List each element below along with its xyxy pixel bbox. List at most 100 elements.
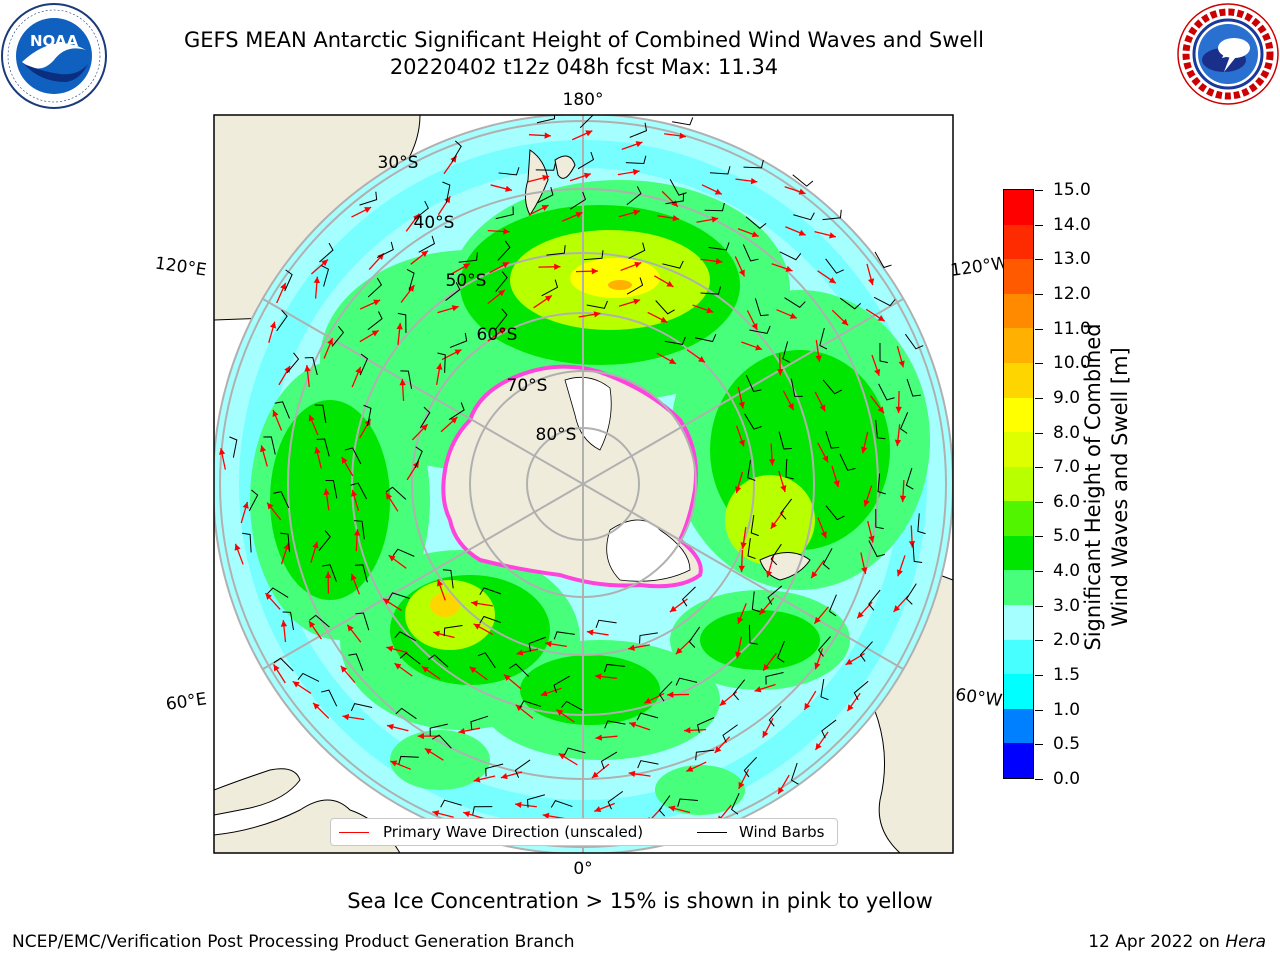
wave-direction-arrowhead [711,216,719,223]
wave-direction-arrowhead [387,723,394,731]
colorbar-segment [1004,466,1033,502]
wave-direction-arrowhead [544,132,551,139]
map-frame [213,114,954,854]
wave-direction-arrowhead [660,316,668,323]
wind-barb [595,619,617,628]
wave-direction-arrowhead [750,177,758,185]
wave-direction-arrowhead [633,209,641,216]
wave-direction-arrowhead [454,349,462,356]
wind-barb [322,564,337,582]
nws-logo [1177,3,1279,105]
lat-label-70s: 70°S [507,376,548,396]
wind-barb [514,759,531,778]
wind-barb [248,489,259,512]
wave-direction-arrowhead [814,616,821,624]
wind-barb [392,548,415,557]
wind-barb [681,586,696,607]
wind-barb [780,498,793,520]
wind-barb [406,268,415,291]
wave-direction-arrowhead [644,697,652,704]
wind-barb [297,672,320,682]
wind-barb [704,202,725,212]
wave-direction-arrowhead [815,743,822,750]
wave-direction-arrowhead [502,262,510,269]
wave-direction-arrowhead [471,600,478,607]
wave-direction-arrowhead [421,250,428,258]
wave-direction-arrowhead [845,658,853,665]
wave-direction-arrowhead [583,172,591,179]
wind-barb [448,402,465,421]
wind-barb [229,436,238,458]
wind-barb [498,167,520,176]
wind-barb [577,151,595,170]
wind-barb [561,700,583,711]
wind-barbs-legend-line [697,832,727,833]
colorbar-tick-label: 1.0 [1053,699,1081,720]
wave-direction-arrowhead [558,753,566,760]
wave-direction-arrowhead [540,690,548,697]
wind-barb [626,186,642,206]
wave-direction-arrowhead [355,366,362,374]
colorbar-segment [1004,327,1033,363]
wave-direction-arrowhead [473,776,481,783]
wave-direction-arrowhead [877,406,885,414]
wave-direction-arrowhead [667,691,674,698]
colorbar-tick-mark [1035,640,1043,642]
wave-direction-arrowhead [857,611,864,619]
wind-barb [321,265,330,287]
wave-direction-arrowhead [863,499,870,507]
wave-direction-arrowhead [780,485,787,493]
lat-label-60s: 60°S [477,325,518,345]
wind-barb [442,569,454,589]
colorbar-tick-label: 9.0 [1053,387,1081,408]
colorbar [1003,189,1034,779]
wave-direction-arrowhead [350,573,357,581]
wind-barb [284,269,293,292]
wind-barb [639,632,658,644]
colorbar-tick-mark [1035,501,1043,503]
wave-direction-arrowhead [327,338,334,346]
colorbar-tick-label: 13.0 [1053,249,1091,270]
wind-barb [553,631,575,640]
wind-barb [906,378,921,397]
wind-barb [319,242,334,263]
wind-barb [359,191,378,206]
wave-direction-arrowhead [755,344,763,351]
wave-direction-arrowhead [458,728,466,735]
wave-direction-arrowhead [267,502,274,510]
colorbar-segment [1004,293,1033,329]
wind-barb [917,513,926,535]
wave-direction-arrowhead [833,480,840,488]
wind-barb [664,336,686,345]
wind-barb [355,612,370,631]
colorbar-segment [1004,397,1033,433]
wind-barb [445,282,461,301]
wave-direction-arrowhead [893,605,901,612]
wave-direction-arrowhead [634,261,642,268]
wave-direction-arrowhead [669,358,677,364]
wind-barb [276,309,288,332]
colorbar-tick-mark [1035,397,1043,399]
wave-direction-arrowhead [219,448,226,455]
wind-barb [398,755,419,765]
wind-barb [429,723,448,737]
lat-label-40s: 40°S [414,213,455,233]
wave-direction-arrowhead [714,188,722,195]
wave-direction-arrowhead [738,401,745,409]
wind-barb [743,159,764,169]
wave-direction-arrowhead [314,446,321,454]
wind-barb [792,174,814,187]
wave-direction-arrowhead [342,713,350,721]
wind-barb [604,720,626,729]
wave-direction-arrowhead [394,663,402,670]
colorbar-tick-mark [1035,293,1043,295]
wind-barb [828,594,837,617]
wind-barb [442,181,451,203]
wave-direction-arrowhead [386,645,394,652]
lat-label-50s: 50°S [446,271,487,291]
wind-barb [790,762,799,785]
wind-barb [747,459,756,481]
wave-direction-arrowhead [313,702,320,710]
wave-direction-arrowhead [593,311,601,318]
colorbar-title-line1: Significant Height of Combined [1081,323,1105,651]
